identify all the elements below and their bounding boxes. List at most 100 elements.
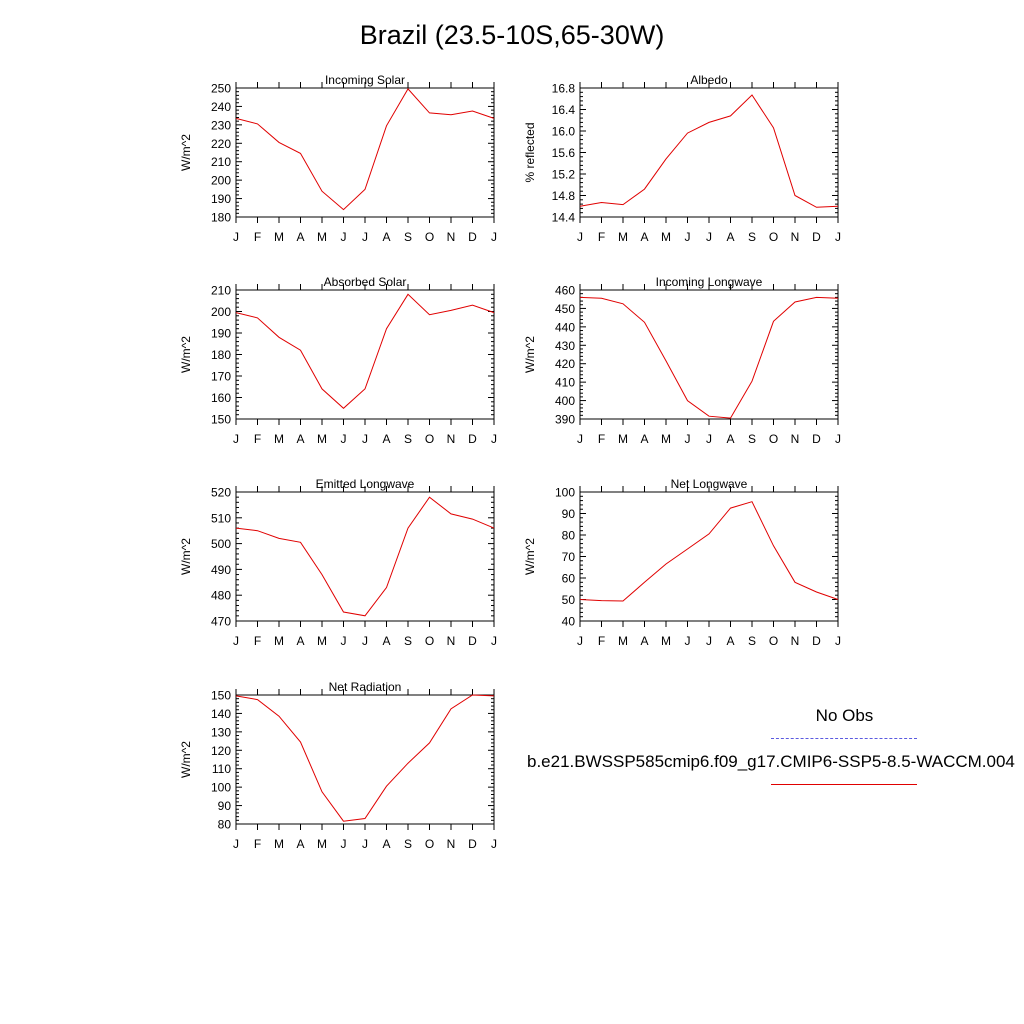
- x-tick-label: M: [317, 230, 327, 244]
- y-tick-label: 400: [555, 394, 575, 408]
- x-tick-label: M: [274, 634, 284, 648]
- y-axis-label: W/m^2: [523, 336, 537, 373]
- y-tick-label: 70: [562, 550, 576, 564]
- y-tick-label: 190: [211, 192, 231, 206]
- x-tick-label: J: [835, 432, 841, 446]
- x-tick-label: J: [491, 837, 497, 851]
- y-tick-label: 200: [211, 174, 231, 188]
- y-axis-label: W/m^2: [179, 336, 193, 373]
- y-tick-label: 100: [555, 486, 575, 500]
- y-tick-label: 14.4: [552, 211, 576, 225]
- legend-obs-label: No Obs: [815, 706, 874, 725]
- x-tick-label: N: [447, 230, 456, 244]
- y-tick-label: 390: [555, 413, 575, 427]
- y-tick-label: 220: [211, 137, 231, 151]
- x-tick-label: N: [791, 634, 800, 648]
- x-tick-label: M: [661, 230, 671, 244]
- x-tick-label: J: [491, 432, 497, 446]
- x-tick-label: J: [577, 230, 583, 244]
- y-tick-label: 190: [211, 327, 231, 341]
- legend-obs-line: [771, 738, 917, 739]
- y-tick-label: 90: [562, 507, 576, 521]
- y-tick-label: 180: [211, 348, 231, 362]
- chart-panel-6: Net Radiation W/m^2 80 90 100 110 120 130 140 150…: [179, 680, 497, 851]
- y-tick-label: 140: [211, 707, 231, 721]
- x-tick-label: M: [618, 634, 628, 648]
- x-tick-label: J: [341, 230, 347, 244]
- x-tick-label: A: [726, 230, 734, 244]
- legend-model-label: b.e21.BWSSP585cmip6.f09_g17.CMIP6-SSP5-8…: [527, 752, 1015, 771]
- chart-panel-2: Absorbed Solar W/m^2 150 160 170 180 190 200 210…: [179, 275, 497, 446]
- series-line: [579, 501, 839, 602]
- x-tick-label: F: [254, 432, 261, 446]
- page-title: Brazil (23.5-10S,65-30W): [359, 20, 665, 50]
- x-tick-label: J: [577, 432, 583, 446]
- y-tick-label: 150: [211, 689, 231, 703]
- y-tick-label: 160: [211, 391, 231, 405]
- y-tick-label: 500: [211, 537, 231, 551]
- chart-panel-4: Emitted Longwave W/m^2 470 480 490 500 510 520 J…: [179, 477, 497, 648]
- y-tick-label: 460: [555, 284, 575, 298]
- x-tick-label: F: [254, 634, 261, 648]
- y-tick-label: 430: [555, 339, 575, 353]
- x-tick-label: D: [468, 837, 477, 851]
- y-axis-label: W/m^2: [179, 538, 193, 575]
- x-tick-label: O: [425, 432, 434, 446]
- y-tick-label: 16.8: [552, 82, 576, 96]
- x-tick-label: J: [706, 634, 712, 648]
- x-tick-label: J: [835, 230, 841, 244]
- y-tick-label: 16.0: [552, 125, 576, 139]
- y-tick-label: 420: [555, 357, 575, 371]
- x-tick-label: J: [233, 432, 239, 446]
- x-tick-label: S: [404, 230, 412, 244]
- x-tick-label: J: [233, 230, 239, 244]
- y-tick-label: 410: [555, 376, 575, 390]
- y-tick-label: 16.4: [552, 103, 576, 117]
- x-tick-label: J: [491, 230, 497, 244]
- x-tick-label: M: [618, 432, 628, 446]
- x-tick-label: J: [233, 634, 239, 648]
- y-tick-label: 110: [212, 762, 231, 776]
- x-tick-label: S: [748, 230, 756, 244]
- y-tick-label: 50: [562, 593, 576, 607]
- x-tick-label: S: [404, 837, 412, 851]
- x-tick-label: A: [382, 230, 390, 244]
- x-tick-label: M: [317, 837, 327, 851]
- x-tick-label: O: [769, 432, 778, 446]
- plot-frame: [235, 491, 495, 622]
- panel-title: Emitted Longwave: [316, 477, 415, 491]
- y-tick-label: 80: [218, 818, 232, 832]
- x-tick-label: D: [468, 230, 477, 244]
- x-tick-label: M: [661, 432, 671, 446]
- y-tick-label: 440: [555, 320, 575, 334]
- x-tick-label: J: [706, 230, 712, 244]
- y-tick-label: 150: [211, 413, 231, 427]
- x-tick-label: N: [447, 837, 456, 851]
- x-tick-label: J: [341, 634, 347, 648]
- x-tick-label: M: [274, 837, 284, 851]
- x-tick-label: J: [577, 634, 583, 648]
- x-tick-label: O: [425, 230, 434, 244]
- x-tick-label: J: [685, 432, 691, 446]
- panel-title: Net Longwave: [671, 477, 748, 491]
- chart-panel-0: Incoming Solar W/m^2 180 190 200 210 220 230 240…: [179, 73, 497, 244]
- y-tick-label: 470: [211, 615, 231, 629]
- x-tick-label: D: [812, 230, 821, 244]
- x-tick-label: A: [640, 432, 648, 446]
- x-tick-label: D: [812, 432, 821, 446]
- y-tick-label: 490: [211, 563, 231, 577]
- series-line: [235, 88, 495, 211]
- x-tick-label: F: [598, 230, 605, 244]
- plot-frame: [235, 87, 495, 218]
- x-tick-label: O: [425, 634, 434, 648]
- panel-title: Absorbed Solar: [324, 275, 407, 289]
- x-tick-label: D: [468, 432, 477, 446]
- y-tick-label: 14.8: [552, 189, 576, 203]
- y-tick-label: 450: [555, 302, 575, 316]
- x-tick-label: S: [404, 432, 412, 446]
- x-tick-label: F: [254, 837, 261, 851]
- x-tick-label: J: [706, 432, 712, 446]
- x-tick-label: J: [491, 634, 497, 648]
